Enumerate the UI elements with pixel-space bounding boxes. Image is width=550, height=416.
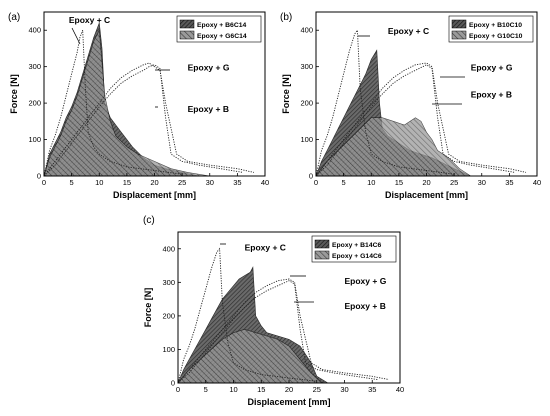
x-tick-label: 0	[314, 178, 318, 187]
y-tick-label: 300	[300, 62, 313, 71]
chart-panel-1: (a)0 5 10 15 20 25 30 35 400100200300400Displace…	[8, 11, 269, 200]
x-tick-label: 15	[257, 385, 265, 394]
chart-panel-2: (b)0 5 10 15 20 25 30 35 400100200300400Displace…	[280, 11, 541, 200]
x-tick-label: 25	[313, 385, 321, 394]
y-tick-label: 100	[300, 135, 313, 144]
x-tick-label: 20	[150, 178, 158, 187]
x-tick-label: 20	[422, 178, 430, 187]
legend-entry: Epoxy + B6C14	[197, 22, 247, 29]
x-axis-label: Displacement [mm]	[113, 190, 196, 200]
y-axis-label: Force [N]	[143, 288, 153, 328]
y-tick-label: 200	[162, 311, 175, 320]
annotation-label: Epoxy + B	[188, 104, 229, 114]
series-line	[44, 30, 183, 176]
legend: Epoxy + B10C10 Epoxy + G10C10	[448, 15, 534, 43]
x-tick-label: 30	[478, 178, 486, 187]
x-axis-label: Displacement [mm]	[385, 190, 468, 200]
x-tick-label: 5	[70, 178, 74, 187]
plot-area	[178, 247, 389, 383]
legend-swatch	[451, 30, 467, 40]
chart-panel-3: (c)0 5 10 15 20 25 30 35 400100200300400Displace…	[143, 215, 404, 407]
annotation-label: Epoxy + B	[471, 90, 512, 100]
panel-label: (b)	[280, 12, 292, 23]
annotation-label: Epoxy + G	[471, 62, 513, 72]
series-line	[178, 247, 317, 383]
y-axis-label: Force [N]	[9, 74, 19, 114]
x-tick-label: 20	[285, 385, 293, 394]
series-area	[178, 328, 323, 383]
legend-swatch	[179, 30, 195, 40]
annotation-label: Epoxy + C	[245, 242, 286, 252]
y-tick-label: 0	[171, 379, 175, 388]
legend-entry: Epoxy + B10C10	[469, 22, 522, 29]
legend-entry: Epoxy + G10C10	[469, 33, 523, 40]
annotation-label: Epoxy + B	[345, 301, 386, 311]
x-tick-label: 10	[229, 385, 237, 394]
annotation-label: Epoxy + C	[69, 15, 110, 25]
series-area	[316, 117, 472, 176]
y-tick-label: 300	[28, 62, 41, 71]
plot-area	[316, 28, 527, 176]
annotation-label: Epoxy + C	[388, 26, 429, 36]
legend-swatch	[451, 19, 467, 29]
annotation-arrow	[71, 27, 81, 45]
series-line	[178, 278, 389, 383]
x-axis-label: Displacement [mm]	[247, 397, 330, 407]
x-tick-label: 15	[395, 178, 403, 187]
panel-label: (c)	[143, 215, 155, 226]
legend-swatch	[314, 239, 330, 249]
y-tick-label: 400	[300, 26, 313, 35]
x-tick-label: 5	[342, 178, 346, 187]
y-tick-label: 100	[28, 135, 41, 144]
x-tick-label: 15	[123, 178, 131, 187]
y-tick-label: 0	[309, 172, 313, 181]
legend: Epoxy + B6C14 Epoxy + G6C14	[176, 15, 262, 43]
x-tick-label: 35	[368, 385, 376, 394]
x-tick-label: 30	[206, 178, 214, 187]
panel-label: (a)	[8, 12, 20, 23]
legend-entry: Epoxy + G14C6	[332, 253, 382, 260]
y-tick-label: 0	[37, 172, 41, 181]
x-tick-label: 10	[95, 178, 103, 187]
x-tick-label: 10	[367, 178, 375, 187]
series-line	[178, 280, 378, 383]
y-axis-label: Force [N]	[281, 74, 291, 114]
y-tick-label: 400	[28, 26, 41, 35]
y-tick-label: 200	[300, 99, 313, 108]
x-tick-label: 25	[178, 178, 186, 187]
annotation-label: Epoxy + G	[188, 62, 230, 72]
y-tick-label: 100	[162, 345, 175, 354]
legend-entry: Epoxy + B14C6	[332, 242, 382, 249]
annotation-label: Epoxy + G	[345, 276, 387, 286]
x-tick-label: 40	[533, 178, 541, 187]
y-tick-label: 400	[162, 244, 175, 253]
x-tick-label: 40	[396, 385, 404, 394]
series-line	[44, 64, 243, 176]
plot-area	[44, 22, 254, 176]
legend: Epoxy + B14C6 Epoxy + G14C6	[311, 235, 397, 263]
series-line	[316, 64, 515, 176]
series-area	[44, 29, 210, 176]
legend-swatch	[179, 19, 195, 29]
x-tick-label: 5	[204, 385, 208, 394]
series-line	[44, 62, 254, 176]
x-tick-label: 35	[233, 178, 241, 187]
x-tick-label: 0	[42, 178, 46, 187]
x-tick-label: 25	[450, 178, 458, 187]
legend-entry: Epoxy + G6C14	[197, 33, 247, 40]
legend-swatch	[314, 250, 330, 260]
y-tick-label: 200	[28, 99, 41, 108]
x-tick-label: 35	[505, 178, 513, 187]
x-tick-label: 30	[340, 385, 348, 394]
y-tick-label: 300	[162, 278, 175, 287]
x-tick-label: 0	[176, 385, 180, 394]
x-tick-label: 40	[261, 178, 269, 187]
